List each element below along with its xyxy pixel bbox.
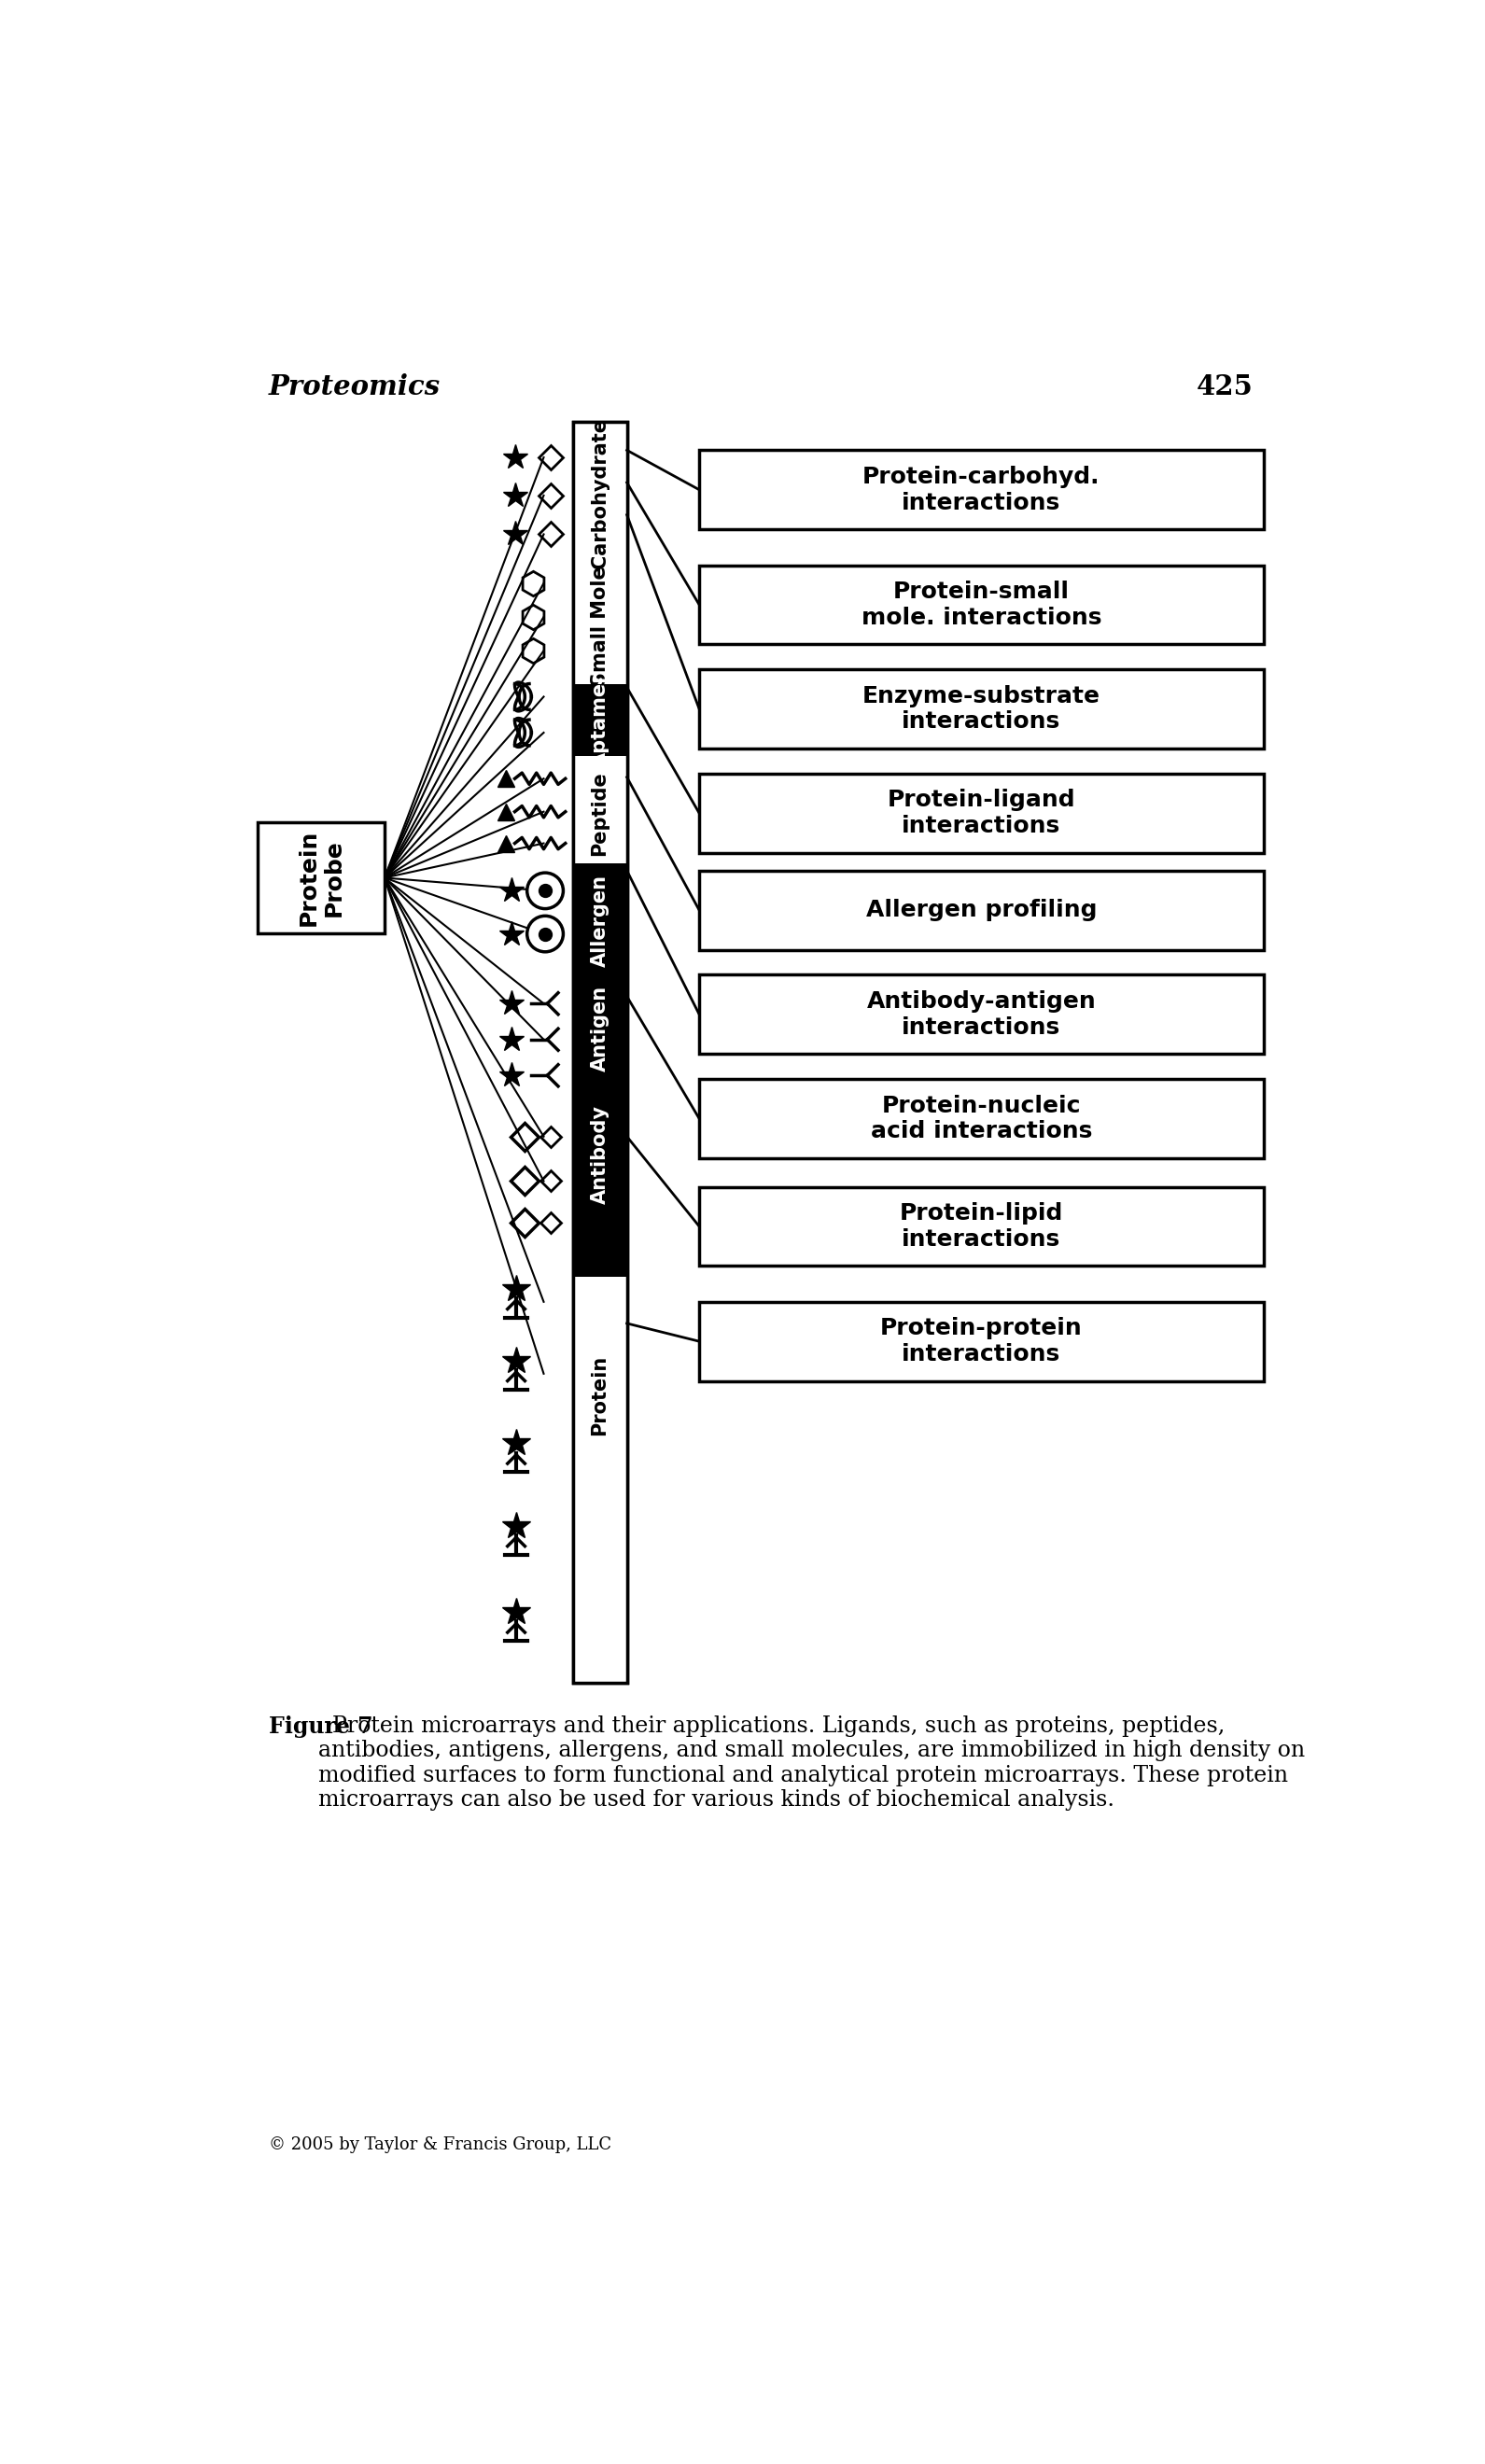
Text: Enzyme-substrate
interactions: Enzyme-substrate interactions: [863, 685, 1100, 734]
Bar: [699, 564, 1264, 643]
Bar: [699, 774, 1264, 853]
Bar: [699, 870, 1264, 949]
Bar: [699, 1301, 1264, 1380]
Bar: [573, 564, 627, 685]
Bar: [699, 451, 1264, 530]
Bar: [573, 756, 627, 862]
Bar: [573, 986, 627, 1111]
Text: Allergen profiling: Allergen profiling: [866, 899, 1097, 922]
Text: Allergen: Allergen: [591, 875, 609, 968]
Text: Antibody: Antibody: [591, 1104, 609, 1205]
Text: Protein-carbohyd.
interactions: Protein-carbohyd. interactions: [863, 466, 1100, 515]
Text: © 2005 by Taylor & Francis Group, LLC: © 2005 by Taylor & Francis Group, LLC: [269, 2136, 612, 2154]
Text: Small Mole: Small Mole: [591, 567, 609, 687]
Text: Figure 7: Figure 7: [269, 1715, 373, 1737]
Circle shape: [527, 872, 563, 909]
Text: Peptide: Peptide: [591, 771, 609, 855]
Text: Proteomics: Proteomics: [269, 372, 441, 399]
Bar: [573, 1276, 627, 1683]
Text: Protein-nucleic
acid interactions: Protein-nucleic acid interactions: [870, 1094, 1091, 1143]
Bar: [699, 976, 1264, 1055]
Bar: [573, 421, 627, 1683]
Bar: [699, 1079, 1264, 1158]
Text: Protein-lipid
interactions: Protein-lipid interactions: [900, 1202, 1063, 1252]
Text: Carbohydrate: Carbohydrate: [591, 419, 609, 569]
Bar: [573, 421, 627, 564]
Text: Protein-small
mole. interactions: Protein-small mole. interactions: [861, 582, 1102, 628]
Text: Protein-protein
interactions: Protein-protein interactions: [881, 1318, 1083, 1365]
Bar: [699, 1188, 1264, 1266]
Text: Antigen: Antigen: [591, 986, 609, 1072]
Text: Antibody-antigen
interactions: Antibody-antigen interactions: [867, 991, 1096, 1037]
Bar: [699, 670, 1264, 749]
Bar: [573, 862, 627, 986]
Circle shape: [527, 917, 563, 951]
Text: Protein: Protein: [591, 1355, 609, 1437]
Text: Aptamer: Aptamer: [591, 673, 609, 766]
Bar: [573, 685, 627, 756]
Text: Protein-ligand
interactions: Protein-ligand interactions: [887, 788, 1075, 838]
Bar: [573, 1111, 627, 1276]
Bar: [258, 823, 385, 934]
Text: Protein microarrays and their applications. Ligands, such as proteins, peptides,: Protein microarrays and their applicatio…: [318, 1715, 1305, 1811]
Bar: [573, 421, 627, 1683]
Text: Protein
Probe: Protein Probe: [297, 830, 346, 926]
Text: 425: 425: [1197, 372, 1253, 399]
